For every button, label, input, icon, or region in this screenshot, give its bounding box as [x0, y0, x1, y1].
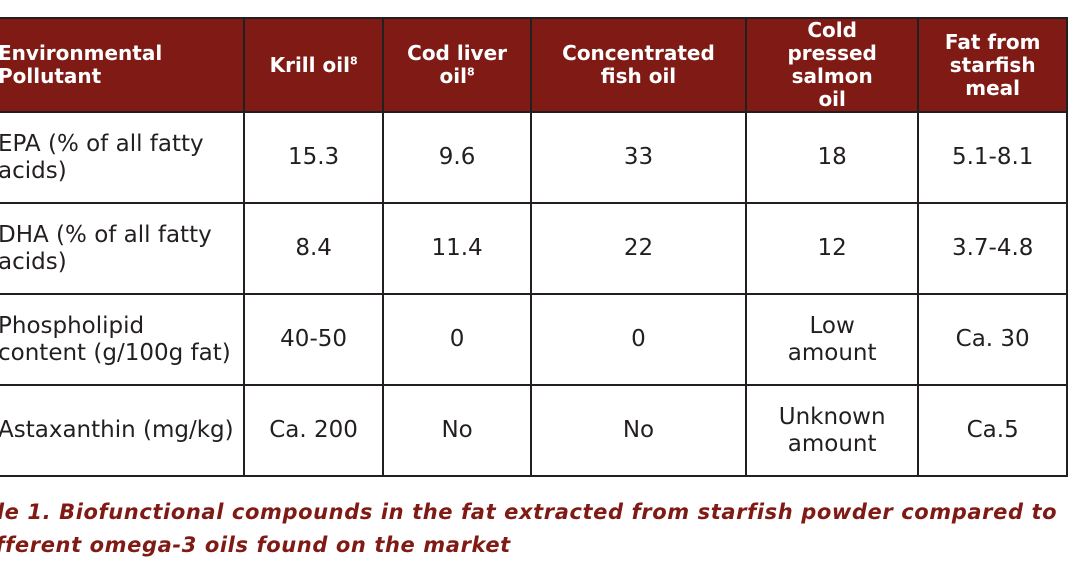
- table-cell: No: [529, 384, 747, 477]
- table-cell: Low amount: [744, 293, 920, 386]
- caption-line-2: different omega-3 oils found on the mark…: [0, 533, 511, 557]
- table-cell: No: [382, 384, 532, 477]
- column-header: Fat from starfish meal: [917, 17, 1068, 113]
- table-cell: 22: [529, 202, 747, 295]
- table-cell: 18: [744, 111, 920, 204]
- table-row: DHA (% of all fatty acids) 8.4 11.4 22 1…: [0, 202, 1068, 295]
- table-cell: 9.6: [382, 111, 532, 204]
- caption-line-1: Table 1. Biofunctional compounds in the …: [0, 500, 1058, 524]
- table-cell: Unknown amount: [744, 384, 920, 477]
- comparison-table-container: Environmental Pollutant Krill oil8 Cod l…: [0, 17, 1068, 477]
- column-header: Cold pressed salmon oil: [744, 17, 920, 113]
- comparison-table: Environmental Pollutant Krill oil8 Cod l…: [0, 17, 1068, 477]
- column-header: Environmental Pollutant: [0, 17, 246, 113]
- header-row: Environmental Pollutant Krill oil8 Cod l…: [0, 17, 1068, 113]
- table-cell: 33: [529, 111, 747, 204]
- table-caption: Table 1. Biofunctional compounds in the …: [0, 496, 1068, 562]
- table-cell: 11.4: [382, 202, 532, 295]
- table-cell: Ca. 30: [917, 293, 1068, 386]
- table-cell: Ca.5: [917, 384, 1068, 477]
- column-header: Concentrated fish oil: [529, 17, 747, 113]
- table-cell: 8.4: [243, 202, 385, 295]
- table-cell: 15.3: [243, 111, 385, 204]
- row-label: DHA (% of all fatty acids): [0, 202, 246, 295]
- table-cell: 40-50: [243, 293, 385, 386]
- table-cell: 0: [529, 293, 747, 386]
- table-row: EPA (% of all fatty acids) 15.3 9.6 33 1…: [0, 111, 1068, 204]
- row-label: Phospholipid content (g/100g fat): [0, 293, 246, 386]
- column-header: Krill oil8: [243, 17, 385, 113]
- table-row: Astaxanthin (mg/kg) Ca. 200 No No Unknow…: [0, 384, 1068, 477]
- column-header: Cod liver oil8: [382, 17, 532, 113]
- table-cell: Ca. 200: [243, 384, 385, 477]
- row-label: Astaxanthin (mg/kg): [0, 384, 246, 477]
- row-label: EPA (% of all fatty acids): [0, 111, 246, 204]
- table-cell: 0: [382, 293, 532, 386]
- table-cell: 3.7-4.8: [917, 202, 1068, 295]
- table-cell: 5.1-8.1: [917, 111, 1068, 204]
- table-cell: 12: [744, 202, 920, 295]
- table-row: Phospholipid content (g/100g fat) 40-50 …: [0, 293, 1068, 386]
